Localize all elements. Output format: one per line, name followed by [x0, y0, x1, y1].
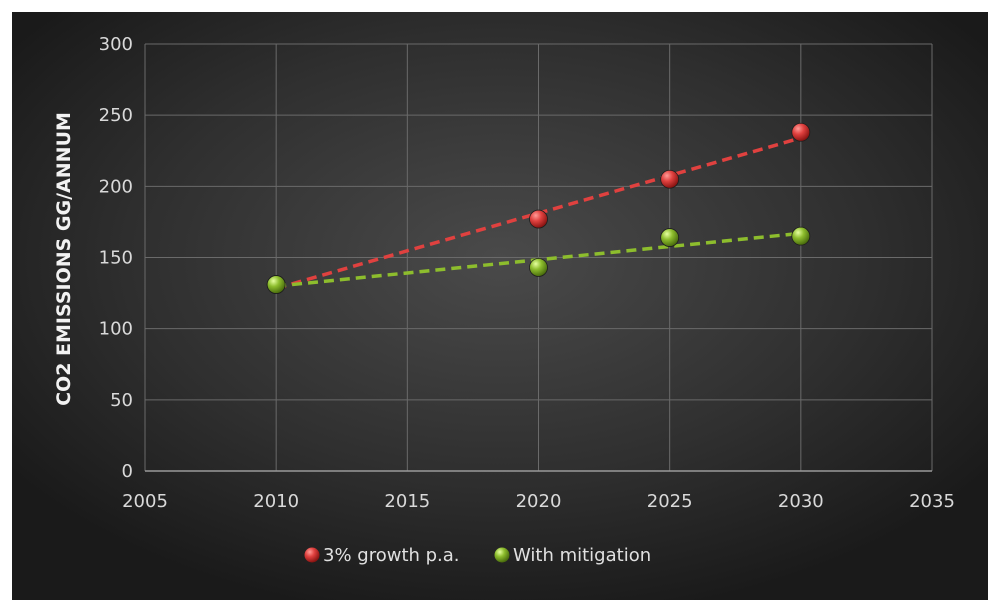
x-tick-label: 2015 — [384, 491, 430, 512]
legend-label-mitigation: With mitigation — [513, 545, 651, 566]
data-point-growth[interactable] — [529, 209, 548, 229]
legend-marker-mitigation — [494, 547, 510, 563]
legend-label-growth: 3% growth p.a. — [323, 545, 460, 566]
y-tick-label: 50 — [110, 390, 133, 411]
y-tick-label: 100 — [99, 319, 133, 340]
legend: 3% growth p.a. With mitigation — [304, 545, 651, 566]
chart-frame: 0 50 100 150 200 250 300 2005 2010 2015 2020 2025 20… — [12, 12, 988, 600]
data-point-mitigation[interactable] — [791, 226, 811, 246]
data-point-mitigation[interactable] — [529, 258, 548, 277]
legend-marker-growth — [304, 547, 320, 563]
x-tick-label: 2035 — [909, 491, 955, 512]
co2-emissions-chart: 0 50 100 150 200 250 300 2005 2010 2015 2020 2025 20… — [12, 12, 988, 600]
y-tick-label: 300 — [99, 34, 133, 55]
y-tick-label: 0 — [122, 461, 133, 482]
y-tick-label: 150 — [99, 248, 133, 269]
y-axis-title: CO2 EMISSIONS GG/ANNUM — [53, 112, 75, 406]
x-tick-label: 2010 — [253, 491, 299, 512]
data-point-growth[interactable] — [660, 169, 680, 189]
gridlines — [144, 43, 933, 471]
x-tick-label: 2030 — [778, 491, 824, 512]
data-point-mitigation[interactable] — [660, 228, 680, 247]
data-points — [266, 122, 811, 294]
y-tick-label: 200 — [99, 176, 133, 197]
x-tick-label: 2005 — [122, 491, 168, 512]
x-tick-label: 2020 — [516, 491, 562, 512]
data-point-mitigation[interactable] — [266, 275, 286, 294]
chart-background — [12, 12, 988, 600]
data-point-growth[interactable] — [791, 122, 811, 142]
axes: 0 50 100 150 200 250 300 2005 2010 2015 2020 2025 20… — [99, 34, 955, 512]
x-tick-label: 2025 — [647, 491, 693, 512]
y-tick-label: 250 — [99, 105, 133, 126]
